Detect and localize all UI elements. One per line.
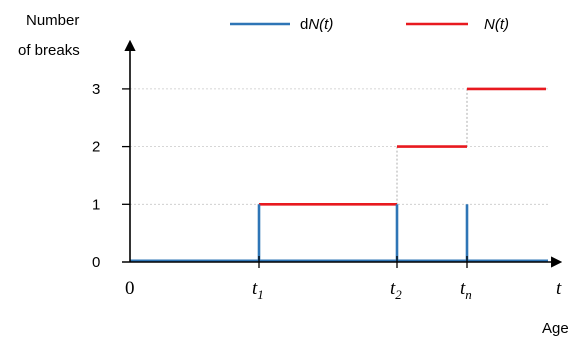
legend-label-dNt: dN(t) (300, 16, 333, 33)
xtick-label-t: t (556, 278, 562, 299)
series-layer (130, 87, 548, 263)
xtick-label-t1: t1 (252, 278, 264, 302)
y-axis-title-line2: of breaks (18, 42, 80, 59)
legend: dN(t) N(t) (230, 16, 509, 33)
x-axis-title: Age (542, 320, 569, 337)
ytick-label-0: 0 (92, 254, 100, 271)
x-ticks: 0 t1 t2 tn t (125, 256, 562, 302)
legend-label-Nt: N(t) (484, 16, 509, 33)
y-ticks: 0 1 2 3 (92, 81, 130, 271)
xtick-label-0: 0 (125, 278, 135, 299)
xtick-label-t2: t2 (390, 278, 402, 302)
ytick-label-1: 1 (92, 196, 100, 213)
y-axis-title-line1: Number (26, 12, 79, 29)
ytick-label-3: 3 (92, 81, 100, 98)
gridlines (130, 88, 548, 205)
step-guides (396, 88, 468, 205)
xtick-label-tn: tn (460, 278, 472, 302)
ytick-label-2: 2 (92, 139, 100, 156)
